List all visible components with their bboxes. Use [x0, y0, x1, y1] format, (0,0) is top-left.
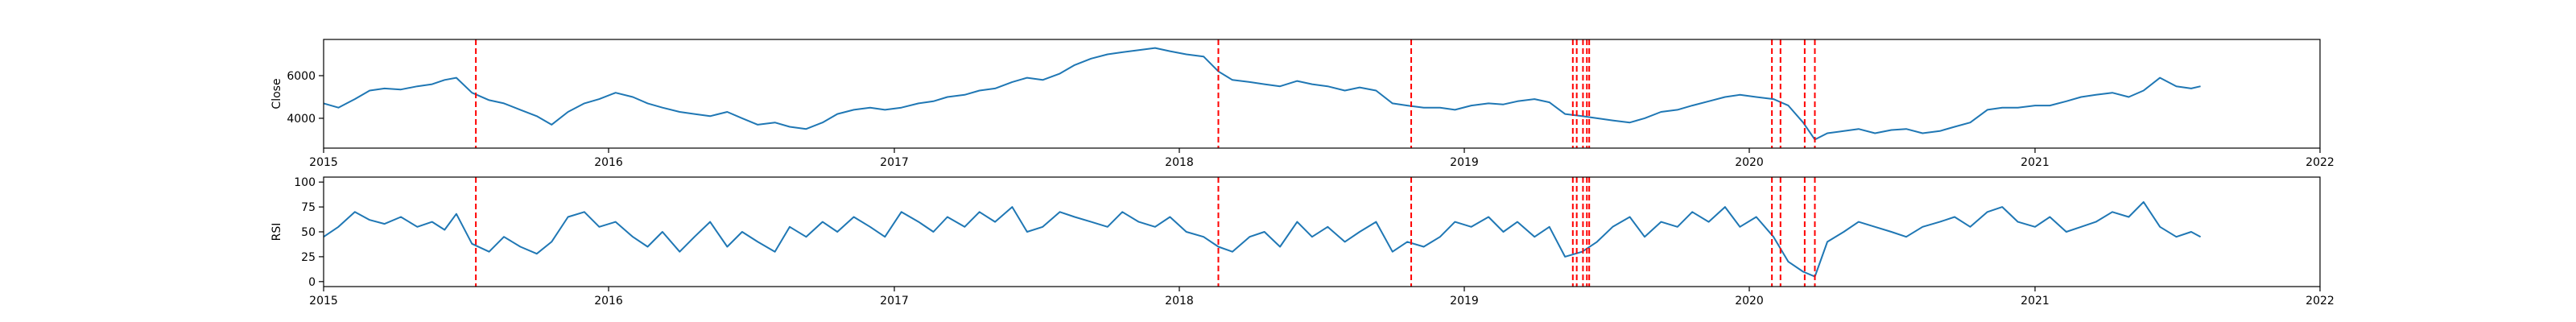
- rsi-x-tick-label-2015: 2015: [309, 295, 338, 308]
- rsi-x-tick-label-2016: 2016: [594, 295, 623, 308]
- close-series-line: [323, 47, 2201, 141]
- close-panel: 2015 2016 2017 2018 2019 2020 2021 2022 4000 6000…: [270, 39, 2334, 169]
- close-x-tick-label-2019: 2019: [1450, 156, 1479, 169]
- rsi-y-axis-label: RSI: [270, 223, 283, 242]
- rsi-y-tick-label-50: 50: [301, 226, 316, 239]
- rsi-y-tick-label-25: 25: [301, 251, 316, 264]
- rsi-axes-frame: [323, 176, 2321, 287]
- close-x-tick-label-2021: 2021: [2021, 156, 2050, 169]
- close-x-tick-label-2022: 2022: [2306, 156, 2334, 169]
- close-axes-frame: [323, 39, 2321, 149]
- rsi-x-tick-label-2022: 2022: [2306, 295, 2334, 308]
- close-x-tick-label-2018: 2018: [1165, 156, 1194, 169]
- close-x-tick-label-2017: 2017: [880, 156, 909, 169]
- close-y-axis-label: Close: [270, 78, 283, 109]
- close-y-tick-label-4000: 4000: [287, 113, 316, 126]
- rsi-y-tick-label-100: 100: [294, 176, 316, 189]
- rsi-x-tick-label-2020: 2020: [1735, 295, 1764, 308]
- close-x-tick-label-2015: 2015: [309, 156, 338, 169]
- rsi-x-tick-label-2018: 2018: [1165, 295, 1194, 308]
- rsi-x-tick-label-2021: 2021: [2021, 295, 2050, 308]
- rsi-x-tick-label-2019: 2019: [1450, 295, 1479, 308]
- rsi-x-tick-label-2017: 2017: [880, 295, 909, 308]
- close-y-tick-label-6000: 6000: [287, 70, 316, 83]
- close-x-tick-label-2020: 2020: [1735, 156, 1764, 169]
- rsi-series-line: [323, 200, 2202, 278]
- rsi-y-tick-label-0: 0: [308, 276, 316, 289]
- rsi-panel: 2015 2016 2017 2018 2019 2020 2021 2022 0 25 50 75 1…: [270, 176, 2334, 308]
- rsi-y-tick-label-75: 75: [301, 201, 316, 214]
- close-x-tick-label-2016: 2016: [594, 156, 623, 169]
